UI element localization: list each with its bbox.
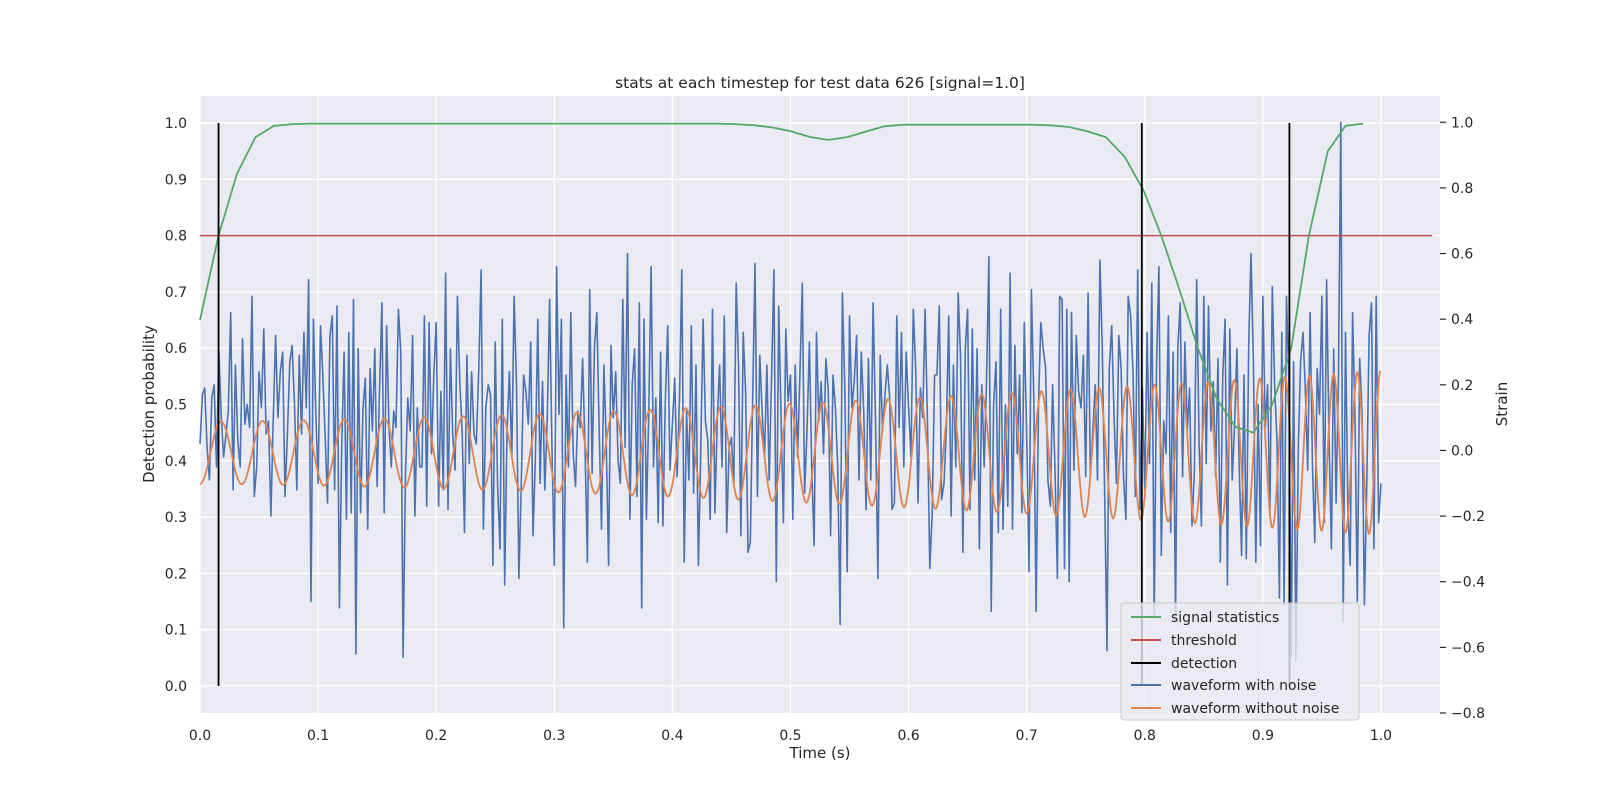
x-tick-label: 0.5 — [779, 728, 801, 744]
left-y-tick-label: 0.9 — [165, 172, 187, 188]
left-y-tick-label: 0.8 — [165, 229, 187, 245]
legend-item-signal-statistics: signal statistics — [1131, 610, 1279, 626]
right-y-tick-label: 0.8 — [1451, 181, 1473, 197]
legend-label-waveform-without-noise: waveform without noise — [1171, 701, 1339, 717]
x-tick-label: 0.4 — [661, 728, 683, 744]
left-y-tick-label: 0.2 — [165, 566, 187, 582]
x-tick-label: 0.9 — [1252, 728, 1274, 744]
x-tick-label: 0.1 — [307, 728, 329, 744]
left-y-tick-label: 0.0 — [165, 679, 187, 695]
legend-item-threshold: threshold — [1131, 633, 1237, 649]
right-y-tick-label: −0.6 — [1451, 640, 1485, 656]
x-tick-label: 0.2 — [425, 728, 447, 744]
legend-label-threshold: threshold — [1171, 633, 1237, 649]
y2-axis-label: Strain — [1493, 382, 1511, 426]
right-y-tick-label: 0.0 — [1451, 443, 1473, 459]
right-y-tick-label: −0.2 — [1451, 509, 1485, 525]
chart-title: stats at each timestep for test data 626… — [615, 74, 1025, 92]
left-y-tick-label: 0.6 — [165, 341, 187, 357]
x-tick-label: 0.6 — [897, 728, 919, 744]
right-y-tick-label: −0.4 — [1451, 575, 1485, 591]
legend-item-waveform-with-noise: waveform with noise — [1131, 678, 1316, 694]
legend-item-waveform-without-noise: waveform without noise — [1131, 701, 1339, 717]
signal-statistics-line — [199, 122, 1364, 434]
waveform-with-noise-line — [199, 121, 1382, 662]
right-y-tick-label: 0.2 — [1451, 378, 1473, 394]
legend-item-detection: detection — [1131, 656, 1237, 672]
x-axis-label: Time (s) — [789, 744, 851, 762]
legend-box — [1120, 602, 1360, 721]
legend-label-waveform-with-noise: waveform with noise — [1171, 678, 1316, 694]
legend-label-signal-statistics: signal statistics — [1171, 610, 1279, 626]
legend-label-detection: detection — [1171, 656, 1237, 672]
left-y-tick-label: 0.4 — [165, 454, 187, 470]
right-y-tick-label: −0.8 — [1451, 706, 1485, 722]
x-tick-label: 0.7 — [1016, 728, 1038, 744]
right-y-tick-label: 1.0 — [1451, 115, 1473, 131]
left-y-tick-label: 1.0 — [165, 116, 187, 132]
left-y-axis: 0.0 0.1 0.2 0.3 0.4 0.5 0.6 0.7 0.8 0.9 1.0 — [165, 116, 187, 695]
series-group — [199, 121, 1432, 686]
right-y-tick-label: 0.4 — [1451, 312, 1473, 328]
x-tick-label: 0.0 — [189, 728, 211, 744]
x-axis: 0.0 0.1 0.2 0.3 0.4 0.5 0.6 0.7 0.8 0.9 1.0 — [189, 728, 1392, 744]
legend: signal statistics threshold detection wa… — [1120, 602, 1360, 721]
left-y-tick-label: 0.5 — [165, 398, 187, 414]
right-y-tick-label: 0.6 — [1451, 247, 1473, 263]
x-tick-label: 0.3 — [543, 728, 565, 744]
x-tick-label: 0.8 — [1134, 728, 1156, 744]
left-y-tick-label: 0.7 — [165, 285, 187, 301]
y-axis-label: Detection probability — [140, 325, 158, 483]
left-y-tick-label: 0.3 — [165, 510, 187, 526]
waveform-without-noise-line — [199, 370, 1382, 535]
x-tick-label: 1.0 — [1370, 728, 1392, 744]
left-y-tick-label: 0.1 — [165, 623, 187, 639]
right-y-axis: −0.8 −0.6 −0.4 −0.2 0.0 0.2 0.4 0.6 0.8 1.0 — [1440, 115, 1485, 722]
